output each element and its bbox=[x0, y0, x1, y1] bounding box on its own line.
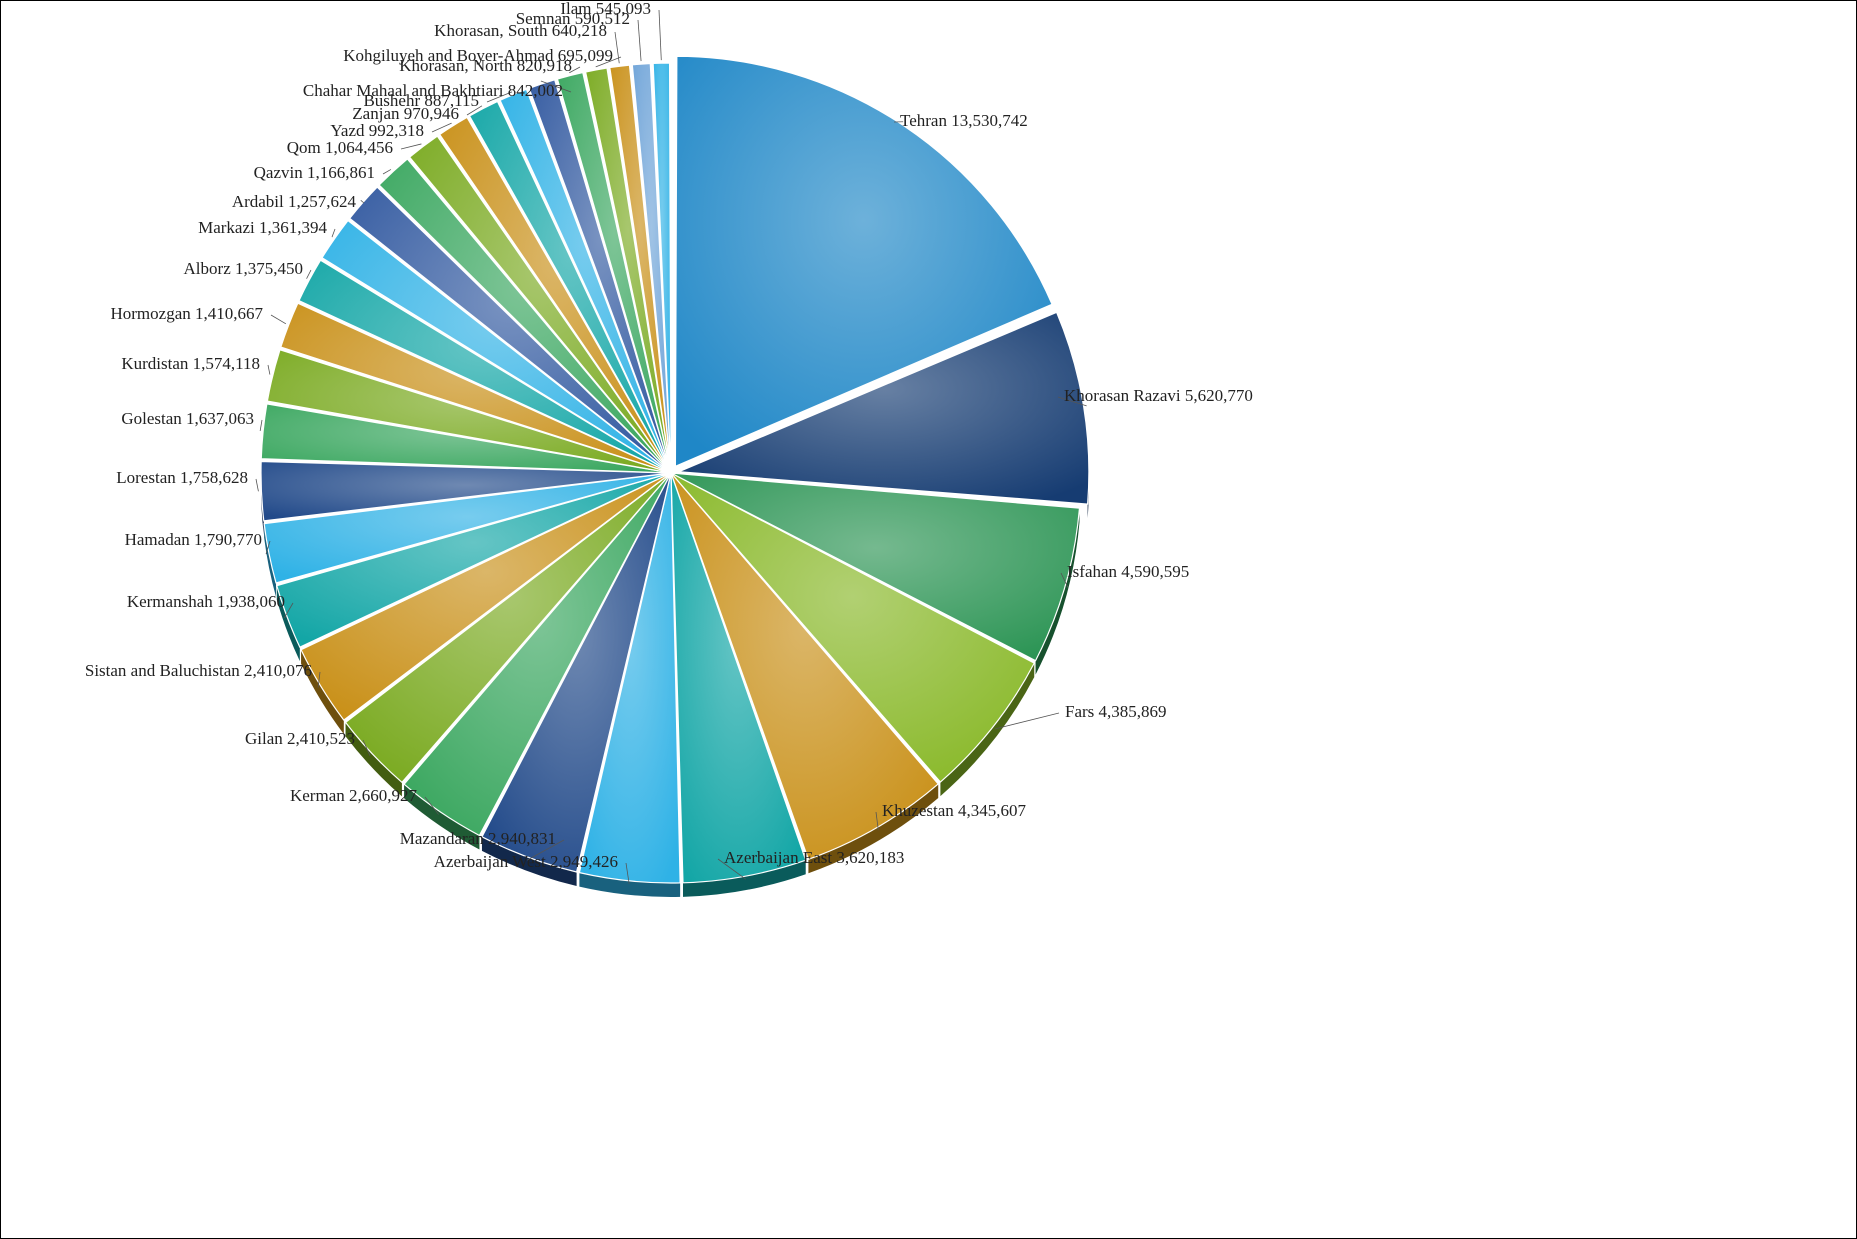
slice-label: Isfahan 4,590,595 bbox=[1067, 563, 1189, 582]
slice-label: Golestan 1,637,063 bbox=[121, 410, 254, 429]
slice-label: Kurdistan 1,574,118 bbox=[121, 355, 260, 374]
leader-line bbox=[332, 229, 335, 237]
leader-line bbox=[256, 479, 258, 491]
leader-line bbox=[383, 169, 391, 174]
slice-label: Hormozgan 1,410,667 bbox=[110, 305, 263, 324]
slice-label: Sistan and Baluchistan 2,410,076 bbox=[85, 662, 312, 681]
slice-label: Qom 1,064,456 bbox=[287, 139, 393, 158]
leader-line bbox=[268, 365, 270, 375]
slice-label: Kohgiluyeh and Boyer-Ahmad 695,099 bbox=[343, 47, 613, 66]
slice-label: Alborz 1,375,450 bbox=[184, 260, 303, 279]
slice-label: Fars 4,385,869 bbox=[1065, 703, 1167, 722]
slice-label: Qazvin 1,166,861 bbox=[254, 164, 375, 183]
slice-label: Kerman 2,660,927 bbox=[290, 787, 417, 806]
leader-line bbox=[271, 315, 286, 324]
pie-chart-container: Tehran 13,530,742 Khorasan Razavi 5,620,7… bbox=[0, 0, 1857, 1239]
slice-label: Khorasan Razavi 5,620,770 bbox=[1064, 387, 1253, 406]
leader-line bbox=[401, 144, 421, 149]
slice-label: Lorestan 1,758,628 bbox=[116, 469, 248, 488]
slice-label: Azerbaijan East 3,620,183 bbox=[724, 849, 904, 868]
slice-label: Chahar Mahaal and Bakhtiari 842,002 bbox=[303, 82, 563, 101]
slice-label: Markazi 1,361,394 bbox=[198, 219, 327, 238]
slice-label: Ilam 545,093 bbox=[560, 0, 651, 19]
slice-label: Azerbaijan West 2,949,426 bbox=[434, 853, 618, 872]
slice-label: Hamadan 1,790,770 bbox=[125, 531, 262, 550]
slice-label: Ardabil 1,257,624 bbox=[232, 193, 356, 212]
slice-label: Tehran 13,530,742 bbox=[900, 112, 1028, 131]
slice-label: Gilan 2,410,523 bbox=[245, 730, 355, 749]
slice-label: Kermanshah 1,938,060 bbox=[127, 593, 285, 612]
leader-line bbox=[659, 10, 661, 60]
leader-line bbox=[638, 20, 641, 61]
slice-label: Yazd 992,318 bbox=[330, 122, 424, 141]
slice-label: Mazandaran 2,940,831 bbox=[400, 830, 556, 849]
pie-chart-svg bbox=[1, 1, 1857, 1239]
slice-label: Khuzestan 4,345,607 bbox=[882, 802, 1026, 821]
leader-line bbox=[260, 420, 262, 431]
